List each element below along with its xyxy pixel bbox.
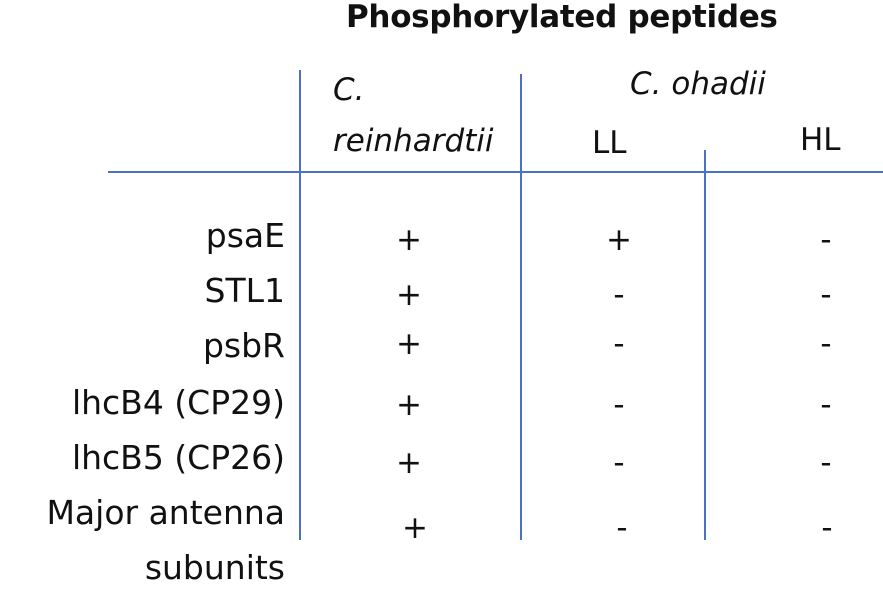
cell-hl: - (820, 387, 832, 423)
cell-ll: + (606, 222, 632, 258)
cell-cr: + (396, 222, 422, 258)
column-rule-3 (704, 150, 706, 540)
table-title: Phosphorylated peptides (346, 0, 778, 35)
cell-ll: - (613, 326, 625, 362)
cell-hl: - (820, 445, 832, 481)
cell-ll: - (613, 445, 625, 481)
column-rule-1 (299, 70, 301, 540)
cell-ll: - (613, 277, 625, 313)
cell-ll: - (613, 387, 625, 423)
cell-cr: + (396, 445, 422, 481)
header-cr-line1: C. (333, 72, 365, 108)
row-label: psbR (202, 326, 285, 365)
header-hl: HL (800, 122, 841, 158)
cell-cr: + (396, 326, 422, 362)
row-label-line2: subunits (144, 548, 285, 587)
row-label: lhcB5 (CP26) (71, 438, 285, 477)
cell-cr: + (396, 387, 422, 423)
cell-cr: + (402, 510, 428, 546)
header-co: C. ohadii (630, 66, 766, 102)
cell-hl: - (821, 510, 833, 546)
cell-cr: + (396, 277, 422, 313)
row-label: STL1 (204, 271, 286, 310)
cell-ll: - (616, 510, 628, 546)
cell-hl: - (820, 222, 832, 258)
column-rule-2 (520, 74, 522, 540)
row-label: Major antenna (46, 493, 285, 532)
row-label: lhcB4 (CP29) (71, 383, 285, 422)
header-cr-line2: reinhardtii (333, 123, 494, 159)
header-ll: LL (592, 125, 627, 161)
row-label: psaE (205, 216, 285, 255)
cell-hl: - (820, 326, 832, 362)
cell-hl: - (820, 277, 832, 313)
header-rule (108, 171, 883, 173)
